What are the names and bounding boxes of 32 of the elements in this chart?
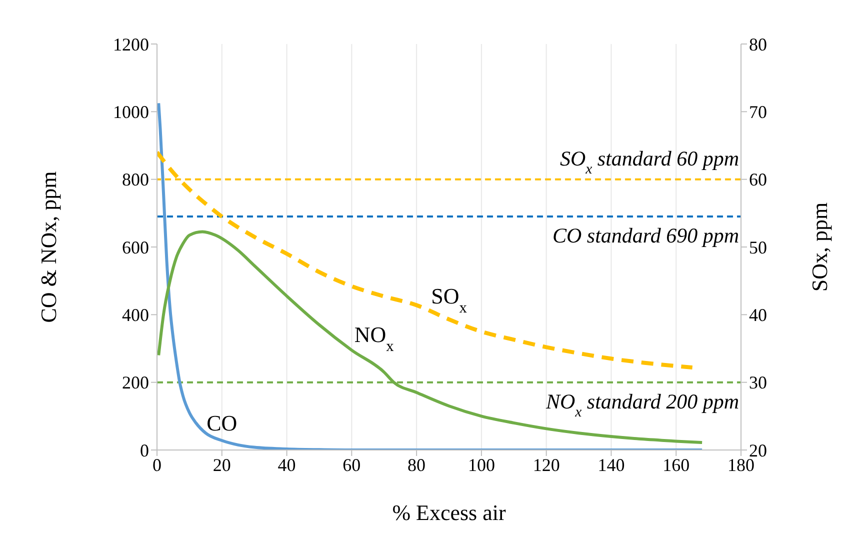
x-tick-label: 160 xyxy=(662,454,690,475)
y-tick-label: 1200 xyxy=(113,34,149,54)
x-tick-label: 80 xyxy=(408,454,426,475)
ref-line-label: CO standard 690 ppm xyxy=(552,224,739,248)
x-tick-label: 60 xyxy=(342,454,361,475)
series-label: CO xyxy=(206,410,238,436)
y-tick-label: 600 xyxy=(122,237,149,258)
y-tick-label: 0 xyxy=(140,440,149,460)
y-tick-label: 400 xyxy=(122,305,149,326)
y-tick-label: 200 xyxy=(122,372,149,393)
y2-tick-label: 30 xyxy=(749,372,767,393)
y2-tick-label: 70 xyxy=(749,102,767,122)
y-tick-label: 1000 xyxy=(113,102,149,122)
y2-tick-label: 40 xyxy=(749,305,767,326)
ref-line-label: SO$_{x}$ standard 60 ppm xyxy=(560,146,739,178)
y2-tick-label: 80 xyxy=(749,34,767,54)
x-tick-label: 140 xyxy=(598,454,625,475)
x-tick-label: 20 xyxy=(212,454,231,475)
series-label: NO$_{x}$ xyxy=(354,322,394,355)
x-tick-label: 40 xyxy=(278,454,296,475)
y2-axis-title: SOx, ppm xyxy=(806,202,832,292)
y2-tick-label: 50 xyxy=(749,237,767,258)
x-tick-label: 120 xyxy=(532,454,560,475)
x-tick-label: 100 xyxy=(468,454,495,475)
y-axis-title: CO & NOx, ppm xyxy=(36,171,61,323)
x-axis-title: % Excess air xyxy=(392,500,506,525)
y-tick-label: 800 xyxy=(122,170,149,190)
x-tick-label: 0 xyxy=(152,454,162,475)
y2-tick-label: 60 xyxy=(749,170,767,190)
y2-tick-label: 20 xyxy=(749,440,767,460)
series-label: SO$_{x}$ xyxy=(431,283,468,316)
ref-line-label: NO$_{x}$ standard 200 ppm xyxy=(544,389,739,420)
